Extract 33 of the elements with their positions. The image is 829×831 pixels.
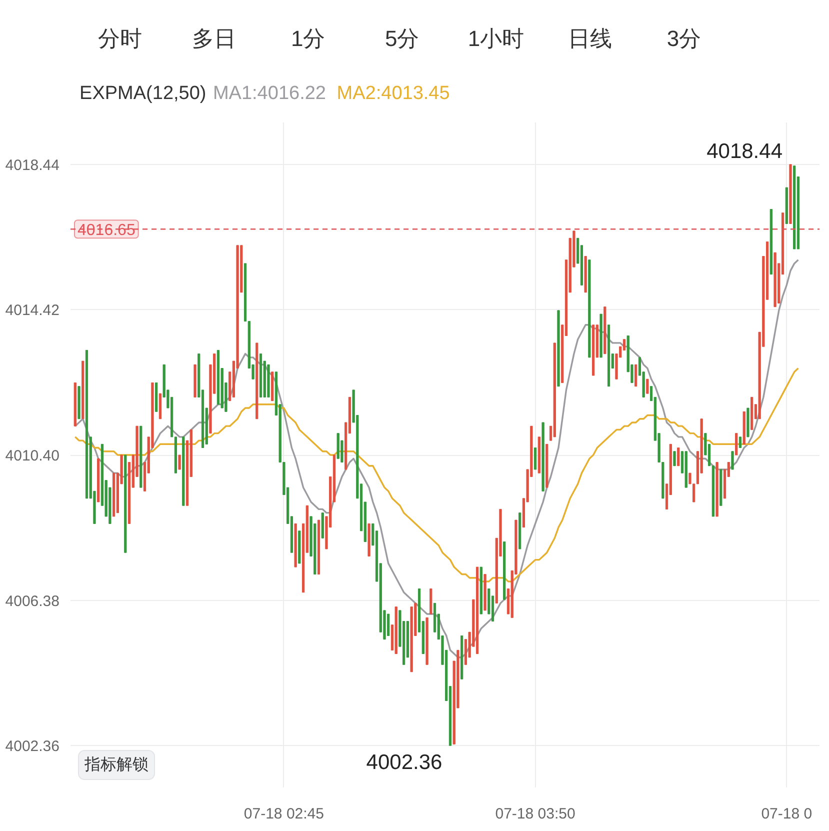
y-tick-label: 4010.40 — [5, 448, 60, 464]
legend-title: EXPMA(12,50) — [80, 83, 206, 104]
annotation: 指标解锁 — [84, 756, 148, 774]
line-series — [74, 367, 800, 582]
text: 4018.44 — [706, 140, 783, 163]
text: 3分 — [666, 26, 702, 51]
line-series — [74, 258, 800, 658]
candlestick — [735, 432, 738, 456]
candlestick — [738, 436, 742, 448]
text: MA1:4016.22 — [212, 83, 326, 104]
text: MA2:4013.45 — [336, 83, 450, 104]
text: 4002.36 — [366, 751, 442, 774]
text: 多日 — [192, 26, 236, 51]
candlestick — [634, 364, 638, 387]
candlestick — [673, 450, 676, 466]
text: 1小时 — [468, 26, 524, 51]
candlestick — [178, 454, 181, 470]
text: 1分 — [291, 26, 326, 51]
candlestick — [646, 378, 649, 394]
y-tick-label: 4014.42 — [5, 302, 60, 320]
x-tick-label: 07-18 03:50 — [495, 806, 576, 822]
text: 日线 — [568, 26, 612, 51]
x-tick-label: 07-18 0 — [761, 806, 812, 822]
candlestick — [731, 450, 734, 470]
x-tick-label: 07-18 02:45 — [244, 806, 324, 822]
y-tick-label: 4006.38 — [5, 592, 60, 610]
candlestick — [387, 614, 390, 636]
y-tick-label: 4002.36 — [5, 738, 60, 756]
y-tick-label: 4018.44 — [5, 156, 60, 174]
candlestick — [677, 447, 680, 466]
text: 分时 — [98, 26, 142, 51]
candlestick — [534, 447, 537, 470]
text: 5分 — [384, 26, 420, 51]
